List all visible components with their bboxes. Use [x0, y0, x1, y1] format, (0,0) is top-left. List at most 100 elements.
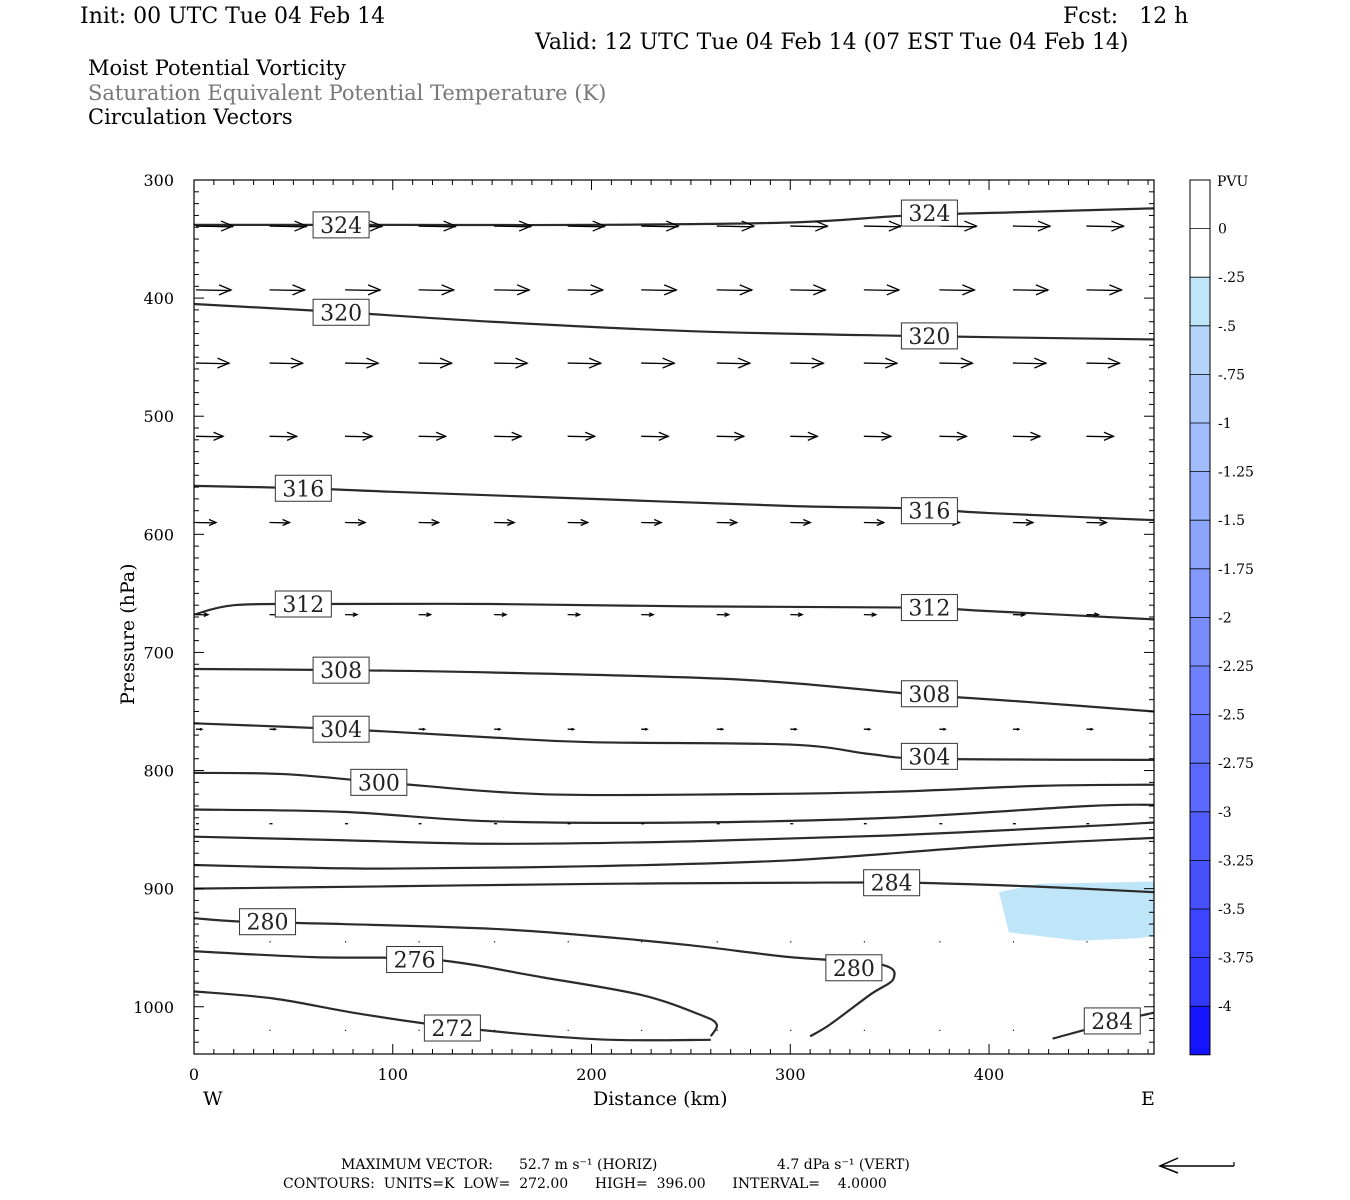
contour-label-box: [900, 199, 958, 227]
contour-label: 312: [900, 594, 958, 622]
contour-label-text: 312: [282, 593, 324, 618]
vector-head: [888, 220, 903, 232]
vector-shaft: [418, 289, 454, 292]
vector-head: [515, 357, 529, 369]
vector-head: [497, 727, 502, 731]
contour-label: 284: [1083, 1007, 1141, 1035]
field-title-mpv: Moist Potential Vorticity: [88, 56, 346, 80]
circulation-vector: [345, 431, 374, 441]
valid-time: Valid: 12 UTC Tue 04 Feb 14 (07 EST Tue …: [535, 30, 1129, 55]
colorbar-swatch: [1190, 374, 1210, 423]
vector-shaft: [494, 289, 530, 292]
colorbar-swatch: [1190, 228, 1210, 278]
vector-shaft: [1086, 435, 1114, 438]
circulation-vector: [418, 727, 427, 731]
vector-shaft: [863, 225, 901, 228]
contour-284: [194, 881, 1154, 894]
contour-label-box: [312, 715, 370, 743]
circulation-vector: [1012, 284, 1050, 296]
vector-head: [960, 357, 975, 369]
vector-head: [592, 220, 607, 232]
vector-shaft: [863, 435, 891, 438]
vector-shaft: [939, 362, 973, 365]
circulation-vector: [790, 518, 812, 527]
y-axis-title: Pressure (hPa): [117, 563, 139, 705]
vector-head: [813, 284, 827, 296]
vector-head: [422, 727, 427, 731]
circulation-vector: [345, 357, 380, 369]
y-tick-label: 500: [143, 407, 174, 426]
colorbar-label: -.5: [1218, 319, 1236, 335]
circulation-vector: [716, 518, 739, 527]
vector-shaft: [1086, 289, 1122, 292]
vector-head: [886, 284, 901, 296]
circulation-vector: [641, 220, 680, 232]
contour-label-box: [350, 768, 408, 796]
circulation-vector: [863, 727, 872, 731]
vector-head: [575, 612, 582, 618]
vector-head: [506, 518, 516, 527]
circulation-vector: [494, 612, 508, 618]
vector-head: [1103, 431, 1116, 441]
colorbar-label: -1.5: [1218, 513, 1245, 529]
circulation-vector: [567, 612, 582, 618]
vector-head: [1034, 357, 1048, 369]
colorbar-label: 0: [1218, 222, 1227, 238]
contour-label-box: [900, 742, 958, 770]
vector-head: [1025, 518, 1035, 527]
circulation-vector: [716, 220, 756, 232]
vector-shaft: [195, 435, 224, 438]
x-axis-west-label: W: [203, 1088, 223, 1110]
circulation-vector: [567, 357, 603, 369]
circulation-vector: [1086, 727, 1095, 731]
vector-head: [367, 284, 382, 296]
vector-head: [797, 612, 804, 618]
vector-shaft: [1012, 435, 1040, 438]
circulation-vector: [418, 612, 433, 618]
circulation-vector: [567, 220, 607, 232]
circulation-vector: [269, 727, 278, 731]
contour-label-text: 284: [871, 872, 913, 897]
circulation-vector: [863, 220, 903, 232]
vector-shaft: [939, 289, 975, 292]
colorbar-label: -3.5: [1218, 902, 1245, 918]
vector-head: [1107, 357, 1122, 369]
vector-head: [501, 612, 508, 618]
vector-shaft: [1012, 289, 1048, 292]
vector-head: [352, 612, 359, 618]
circulation-vector: [567, 431, 597, 441]
vector-head: [942, 727, 948, 731]
vector-head: [807, 431, 819, 441]
colorbar-label: -1.25: [1218, 465, 1254, 481]
circulation-vector: [269, 431, 299, 441]
colorbar-swatch: [1190, 1006, 1210, 1055]
vector-head: [511, 431, 523, 441]
contour-292: [194, 821, 1154, 845]
contour-label-text: 284: [1091, 1010, 1133, 1035]
y-tick-label: 300: [143, 171, 174, 190]
vector-head: [1093, 612, 1101, 618]
colorbar-swatch: [1190, 714, 1210, 764]
circulation-vector: [716, 431, 746, 441]
max-vector-horiz: 52.7 m s⁻¹ (HORIZ): [519, 1157, 658, 1173]
vector-head: [580, 518, 590, 527]
circulation-vector: [269, 220, 309, 232]
circulation-vector: [1012, 357, 1048, 369]
colorbar-swatch: [1190, 471, 1210, 521]
vector-shaft: [195, 362, 230, 365]
contour-288: [194, 836, 1154, 870]
circulation-vector: [863, 431, 893, 441]
circulation-vector: [345, 284, 382, 296]
circulation-vector: [195, 431, 225, 441]
circulation-vector: [641, 727, 649, 731]
contour-label: 304: [900, 742, 958, 770]
circulation-vector: [790, 220, 829, 232]
y-tick-label: 900: [143, 880, 174, 899]
vector-head: [885, 357, 899, 369]
vector-head: [1035, 284, 1050, 296]
contour-label: 312: [274, 590, 332, 618]
contour-label-text: 300: [358, 771, 400, 796]
vector-shaft: [418, 435, 446, 438]
circulation-vector: [641, 284, 678, 296]
vector-head: [803, 518, 812, 527]
